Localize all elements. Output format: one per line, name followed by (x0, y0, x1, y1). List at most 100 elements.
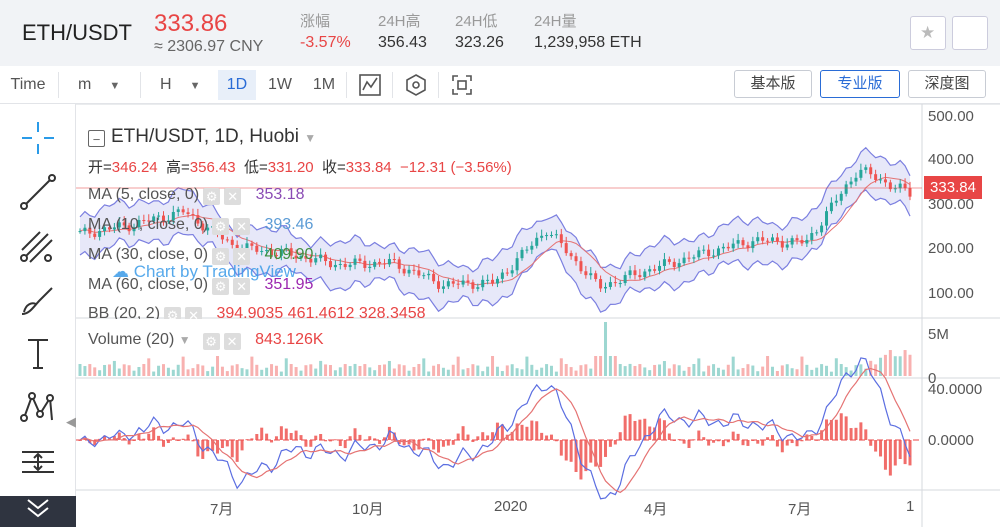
measure-icon[interactable] (18, 442, 58, 482)
candle-body (324, 254, 328, 262)
candle-body (849, 181, 853, 185)
volume-bar (604, 322, 608, 376)
candle-body (456, 283, 460, 285)
candle-body (309, 258, 313, 263)
settings-icon[interactable]: ⚙ (212, 218, 230, 235)
candle-body (392, 259, 396, 261)
brush-icon[interactable] (18, 280, 58, 320)
volume-bar (112, 360, 116, 376)
candle-body (196, 215, 200, 224)
fib-icon[interactable] (18, 226, 58, 266)
volume-bar (270, 364, 274, 376)
view-basic-button[interactable]: 基本版 (734, 70, 812, 98)
volume-bar (422, 358, 426, 376)
volume-bar (667, 368, 671, 376)
collapse-icon[interactable] (0, 496, 76, 527)
volume-bar (780, 365, 784, 376)
volume-bar (653, 364, 657, 376)
candle-body (407, 269, 411, 274)
close-icon[interactable]: ✕ (223, 333, 241, 350)
volume-bar (751, 365, 755, 376)
candle-body (623, 275, 627, 284)
crosshair-icon[interactable] (18, 118, 58, 158)
volume-bar (491, 356, 495, 376)
macd-histogram-bar (697, 430, 701, 440)
candle-body (83, 227, 87, 232)
macd-histogram-bar (112, 436, 116, 440)
macd-histogram-bar (662, 420, 666, 440)
settings-icon[interactable]: ⚙ (202, 333, 220, 350)
volume-bar (471, 364, 475, 376)
scroll-left-icon[interactable]: ◀ (66, 414, 76, 429)
candle-body (721, 246, 725, 249)
candle-body (815, 232, 819, 234)
volume-bar (152, 371, 156, 376)
settings-icon[interactable]: ⚙ (164, 307, 182, 319)
candle-body (107, 227, 111, 230)
view-depth-button[interactable]: 深度图 (908, 70, 986, 98)
candle-body (820, 225, 824, 233)
chart-style-icon[interactable] (352, 70, 388, 100)
macd-histogram-bar (712, 440, 716, 443)
candle-body (225, 239, 229, 241)
close-icon[interactable]: ✕ (233, 278, 251, 295)
macd-histogram-bar (441, 440, 445, 447)
view-pro-button[interactable]: 专业版 (820, 70, 900, 98)
price-tick: 500.00 (928, 108, 974, 125)
candle-body (549, 234, 553, 236)
close-icon[interactable]: ✕ (233, 218, 251, 235)
volume-bar (378, 364, 382, 376)
macd-histogram-bar (579, 440, 583, 480)
volume-bar (908, 354, 912, 376)
interval-1m[interactable]: 1M (312, 76, 336, 93)
minute-select[interactable]: m ▼ (78, 76, 121, 93)
favorite-button[interactable]: ★ (910, 16, 946, 50)
interval-1w[interactable]: 1W (268, 76, 292, 93)
candle-body (908, 188, 912, 197)
chevron-down-icon[interactable]: ▼ (304, 131, 317, 145)
candle-body (427, 273, 431, 276)
volume-bar (358, 366, 362, 376)
macd-histogram-bar (834, 419, 838, 440)
candle-body (166, 220, 170, 222)
candle-body (510, 270, 514, 274)
candle-body (78, 231, 82, 233)
candle-body (545, 235, 549, 237)
candle-body (800, 239, 804, 244)
volume-bar (883, 354, 887, 376)
close-icon[interactable]: ✕ (185, 307, 203, 319)
fullscreen-icon[interactable] (444, 70, 480, 100)
volume-bar (107, 364, 111, 376)
chevron-down-icon[interactable]: ▼ (178, 333, 191, 347)
indicator-ma5: MA (5, close, 0) ⚙ ✕ 353.18 (88, 186, 305, 205)
candle-body (402, 268, 406, 274)
macd-histogram-bar (530, 420, 534, 440)
macd-histogram-bar (520, 424, 524, 440)
macd-histogram-bar (476, 436, 480, 440)
macd-histogram-bar (810, 435, 814, 440)
hour-select[interactable]: H ▼ (160, 76, 201, 93)
macd-histogram-bar (525, 426, 529, 440)
candle-body (201, 223, 205, 231)
settings-icon[interactable]: ⚙ (203, 188, 221, 205)
macd-histogram-bar (348, 436, 352, 440)
indicator-icon[interactable] (398, 70, 434, 100)
close-icon[interactable]: ✕ (233, 248, 251, 265)
candle-body (495, 278, 499, 284)
macd-histogram-bar (132, 440, 136, 441)
trend-line-icon[interactable] (18, 172, 58, 212)
volume-bar (692, 364, 696, 376)
settings-icon[interactable]: ⚙ (212, 278, 230, 295)
extra-button[interactable] (952, 16, 988, 50)
volume-bar (849, 370, 853, 376)
collapse-legend-icon[interactable]: − (88, 130, 105, 147)
text-icon[interactable] (18, 334, 58, 374)
macd-histogram-bar (451, 440, 455, 445)
interval-1d[interactable]: 1D (218, 70, 256, 100)
settings-icon[interactable]: ⚙ (212, 248, 230, 265)
macd-histogram-bar (569, 440, 573, 462)
macd-histogram-bar (147, 433, 151, 440)
candle-body (299, 255, 303, 259)
close-icon[interactable]: ✕ (224, 188, 242, 205)
pattern-icon[interactable] (18, 388, 58, 428)
